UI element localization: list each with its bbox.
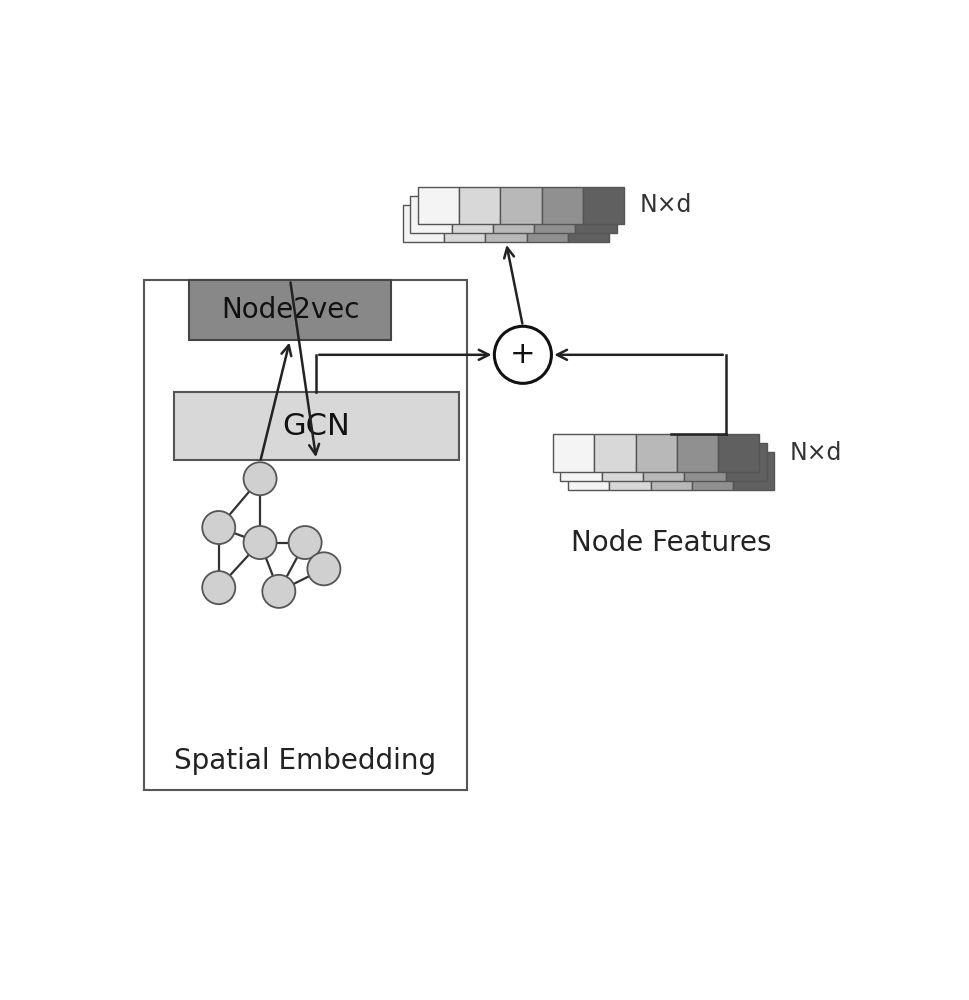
Bar [594, 434, 636, 472]
Bar [610, 452, 650, 490]
Text: Node Features: Node Features [571, 529, 771, 557]
Text: Spatial Embedding: Spatial Embedding [174, 747, 436, 775]
Text: GCN: GCN [283, 412, 350, 441]
Bar [410, 196, 452, 233]
Circle shape [203, 571, 235, 604]
Bar [452, 196, 493, 233]
Bar [485, 205, 527, 242]
Bar [143, 280, 466, 790]
Bar [650, 452, 692, 490]
Bar [636, 434, 676, 472]
Circle shape [243, 526, 276, 559]
Bar [576, 196, 616, 233]
Bar [553, 434, 594, 472]
Bar [418, 187, 459, 224]
Bar [173, 392, 459, 460]
Bar [734, 452, 774, 490]
Circle shape [243, 462, 276, 495]
Bar [568, 205, 610, 242]
Bar [583, 187, 624, 224]
Bar [568, 452, 610, 490]
Bar [534, 196, 576, 233]
Bar [718, 434, 760, 472]
Bar [602, 443, 643, 481]
Bar [189, 280, 391, 340]
Bar [403, 205, 444, 242]
Bar [542, 187, 583, 224]
Bar [459, 187, 500, 224]
Bar [676, 434, 718, 472]
Text: N×d: N×d [790, 441, 842, 465]
Bar [560, 443, 602, 481]
Bar [444, 205, 485, 242]
Circle shape [289, 526, 322, 559]
Bar [643, 443, 684, 481]
Circle shape [203, 511, 235, 544]
Bar [493, 196, 534, 233]
Bar [527, 205, 568, 242]
Bar [726, 443, 766, 481]
Circle shape [307, 552, 340, 585]
Bar [684, 443, 726, 481]
Text: Node2vec: Node2vec [221, 296, 359, 324]
Text: +: + [510, 340, 536, 369]
Bar [500, 187, 542, 224]
Bar [692, 452, 734, 490]
Text: N×d: N×d [640, 193, 692, 217]
Circle shape [263, 575, 296, 608]
Circle shape [494, 326, 551, 383]
